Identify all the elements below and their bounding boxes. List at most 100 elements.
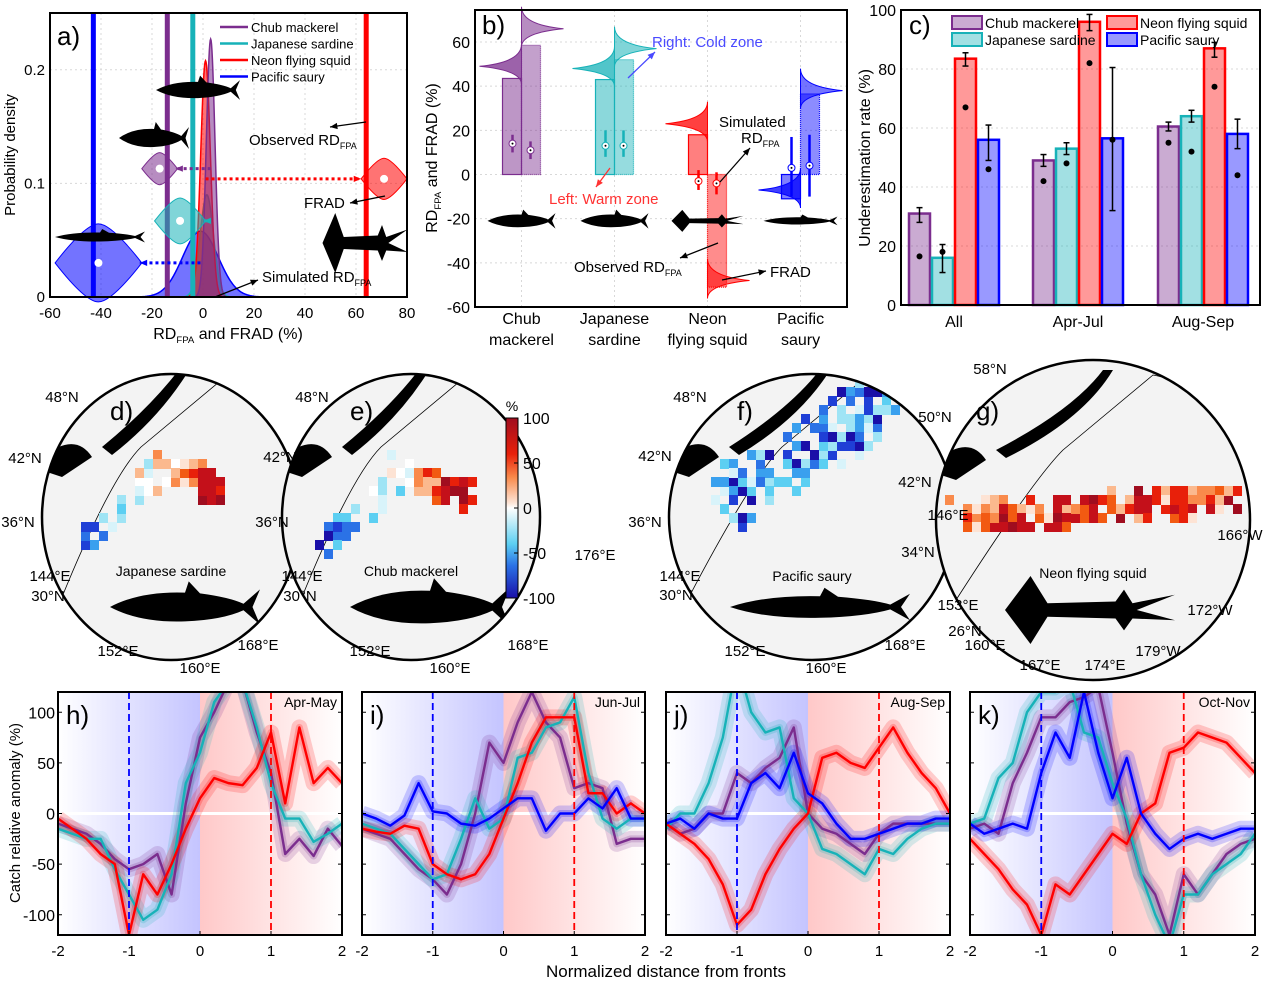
label-main: RD: [153, 326, 176, 343]
heatmap-cell: [117, 513, 126, 523]
heatmap-cell: [972, 504, 981, 514]
coastline-islands: [996, 370, 1113, 458]
heatmap-cell: [1107, 486, 1116, 496]
heatmap-cell: [846, 414, 855, 424]
panel-label: b): [482, 10, 505, 40]
heatmap-cell: [342, 513, 351, 523]
panel-c-frame: [900, 9, 1261, 306]
label-main: Observed RD: [249, 132, 340, 149]
heatmap-cell: [819, 423, 828, 433]
y-axis-label: Underestimation rate (%): [857, 69, 874, 247]
heatmap-cell: [801, 459, 810, 469]
heatmap-cell: [864, 423, 873, 433]
heatmap-cell: [396, 468, 405, 478]
heatmap-cell: [990, 522, 999, 532]
heatmap-cell: [351, 522, 360, 532]
heatmap-cell: [711, 495, 720, 505]
lat-lon-label: 179°W: [1135, 643, 1181, 660]
panel-label: c): [909, 10, 931, 40]
colorbar-tick-label: 0: [523, 501, 532, 518]
bar-pacific_saury: [1225, 132, 1250, 307]
heatmap-cell: [153, 486, 162, 496]
heatmap-cell: [144, 477, 153, 487]
heatmap-cell: [387, 468, 396, 478]
heatmap-cell: [162, 459, 171, 469]
heatmap-cell: [1062, 495, 1071, 505]
heatmap-cell: [855, 423, 864, 433]
shift-arrow-japanese_sardine: [203, 217, 211, 225]
heatmap-cell: [1089, 513, 1098, 523]
heatmap-cell: [369, 486, 378, 496]
simulated-point: [1109, 136, 1116, 143]
simulated-median-dot: [697, 180, 700, 183]
arrow-head: [680, 252, 688, 259]
panel-b: -60 -40 -20 0 20 40 60 Chub mackerel Japanese sard…: [424, 6, 847, 349]
heatmap-cell: [1053, 504, 1062, 514]
panel-frame: [969, 691, 1256, 936]
heatmap-cell: [720, 459, 729, 469]
heatmap-cell: [990, 504, 999, 514]
heatmap-cell: [468, 495, 477, 505]
heatmap-cell: [432, 477, 441, 487]
lat-lon-label: 34°N: [901, 544, 935, 561]
heatmap-cell: [819, 432, 828, 442]
shift-arrow-neon_flying_squid: [205, 175, 362, 182]
arrow-shaft: [719, 147, 751, 183]
heatmap-cell: [1206, 504, 1215, 514]
x-tick-label: 0: [196, 943, 204, 960]
label-rest: and FRAD (%): [194, 326, 302, 343]
category-label: Pacific: [777, 311, 824, 328]
category-label: saury: [781, 332, 820, 349]
heatmap-cell: [873, 378, 882, 388]
heatmap-cell: [855, 374, 864, 379]
heatmap-cell: [414, 468, 423, 478]
species-label: Japanese sardine: [116, 563, 227, 579]
arrow-head: [647, 52, 655, 60]
fish-silhouette-icon: [730, 587, 910, 621]
heatmap-cell: [198, 495, 207, 505]
heatmap-cell: [1062, 513, 1071, 523]
annotation-arrow: [679, 242, 719, 259]
heatmap-cell: [1233, 504, 1242, 514]
lat-lon-label: 160°E: [179, 660, 220, 677]
heatmap-cell: [837, 459, 846, 469]
heatmap-cell: [855, 414, 864, 424]
heatmap-cell: [864, 387, 873, 397]
y-tick-label: 0: [461, 168, 470, 185]
lat-lon-label: 42°N: [263, 449, 297, 466]
japanese_sardine-silhouette-icon: [580, 209, 649, 229]
heatmap-cell: [423, 468, 432, 478]
y-tick-label: -60: [447, 300, 470, 317]
heatmap-cell: [342, 522, 351, 532]
y-tick-label: 0: [46, 807, 55, 824]
heatmap-cell: [855, 374, 864, 379]
heatmap-cell: [1035, 513, 1044, 523]
species-label: Chub mackerel: [364, 563, 458, 579]
heatmap-cell: [441, 486, 450, 496]
annotation-arrow: [329, 121, 367, 130]
annotation-simulated: Simulated RDFPA: [262, 269, 371, 288]
heatmap-cell: [1125, 495, 1134, 505]
series-line-neon_flying_squid: [362, 716, 645, 881]
heatmap-cell: [162, 477, 171, 487]
heatmap-cell: [1188, 495, 1197, 505]
heatmap-cell: [108, 522, 117, 532]
annotation-arrow: [595, 167, 611, 188]
heatmap-cell: [981, 513, 990, 523]
species-label: Pacific saury: [772, 568, 851, 584]
x-tick-label: -1: [730, 943, 743, 960]
heatmap-cell: [963, 522, 972, 532]
heatmap-cell: [783, 432, 792, 442]
y-tick-label: -20: [447, 212, 470, 229]
simulated-median-dot: [622, 144, 625, 147]
frad-half-violin: [614, 26, 657, 67]
heatmap-cell: [810, 450, 819, 460]
legend-swatch: [1106, 32, 1138, 47]
heatmap-cell: [81, 522, 90, 532]
heatmap-cell: [792, 423, 801, 433]
heatmap-cell: [180, 459, 189, 469]
legend-swatch: [951, 32, 983, 47]
map-outline: [934, 358, 1252, 682]
